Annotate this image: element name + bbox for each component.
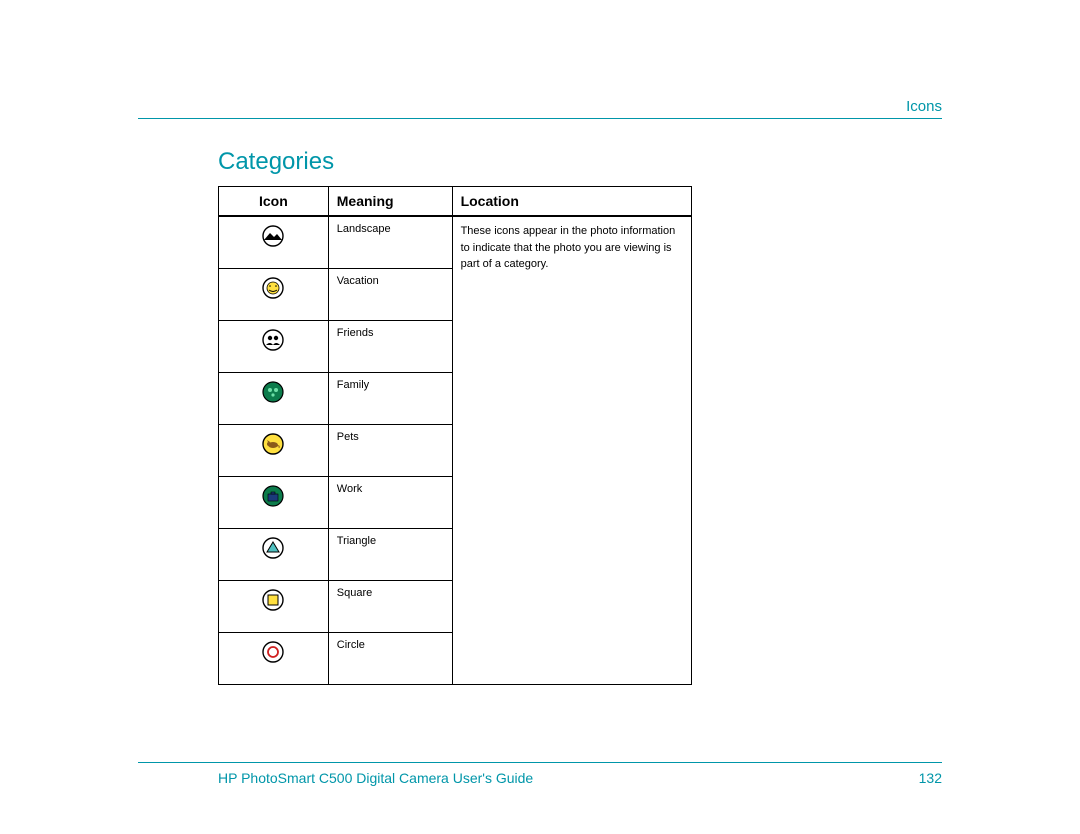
family-icon xyxy=(262,381,284,403)
meaning-cell: Friends xyxy=(328,321,452,373)
page-heading: Categories xyxy=(218,148,334,176)
meaning-cell: Square xyxy=(328,581,452,633)
icon-cell xyxy=(219,425,329,477)
page-number: 132 xyxy=(919,770,942,786)
icon-cell xyxy=(219,321,329,373)
icon-cell xyxy=(219,216,329,269)
square-icon xyxy=(262,589,284,611)
top-rule xyxy=(138,118,942,119)
bottom-rule xyxy=(138,762,942,763)
categories-table: Icon Meaning Location Landscape These ic… xyxy=(218,186,692,685)
meaning-cell: Pets xyxy=(328,425,452,477)
icon-cell xyxy=(219,529,329,581)
icon-cell xyxy=(219,373,329,425)
icon-cell xyxy=(219,269,329,321)
location-cell: These icons appear in the photo informat… xyxy=(452,216,691,685)
meaning-cell: Work xyxy=(328,477,452,529)
icon-cell xyxy=(219,581,329,633)
table-header-row: Icon Meaning Location xyxy=(219,187,692,217)
document-page: Icons Categories Icon Meaning Location L… xyxy=(138,0,942,834)
col-header-meaning: Meaning xyxy=(328,187,452,217)
table-row: Landscape These icons appear in the phot… xyxy=(219,216,692,269)
col-header-location: Location xyxy=(452,187,691,217)
triangle-icon xyxy=(262,537,284,559)
circle-icon xyxy=(262,641,284,663)
landscape-icon xyxy=(262,225,284,247)
icon-cell xyxy=(219,633,329,685)
section-label: Icons xyxy=(906,98,942,115)
meaning-cell: Circle xyxy=(328,633,452,685)
vacation-icon xyxy=(262,277,284,299)
meaning-cell: Family xyxy=(328,373,452,425)
icon-cell xyxy=(219,477,329,529)
footer-title: HP PhotoSmart C500 Digital Camera User's… xyxy=(218,770,533,786)
meaning-cell: Vacation xyxy=(328,269,452,321)
friends-icon xyxy=(262,329,284,351)
meaning-cell: Triangle xyxy=(328,529,452,581)
pets-icon xyxy=(262,433,284,455)
col-header-icon: Icon xyxy=(219,187,329,217)
work-icon xyxy=(262,485,284,507)
meaning-cell: Landscape xyxy=(328,216,452,269)
